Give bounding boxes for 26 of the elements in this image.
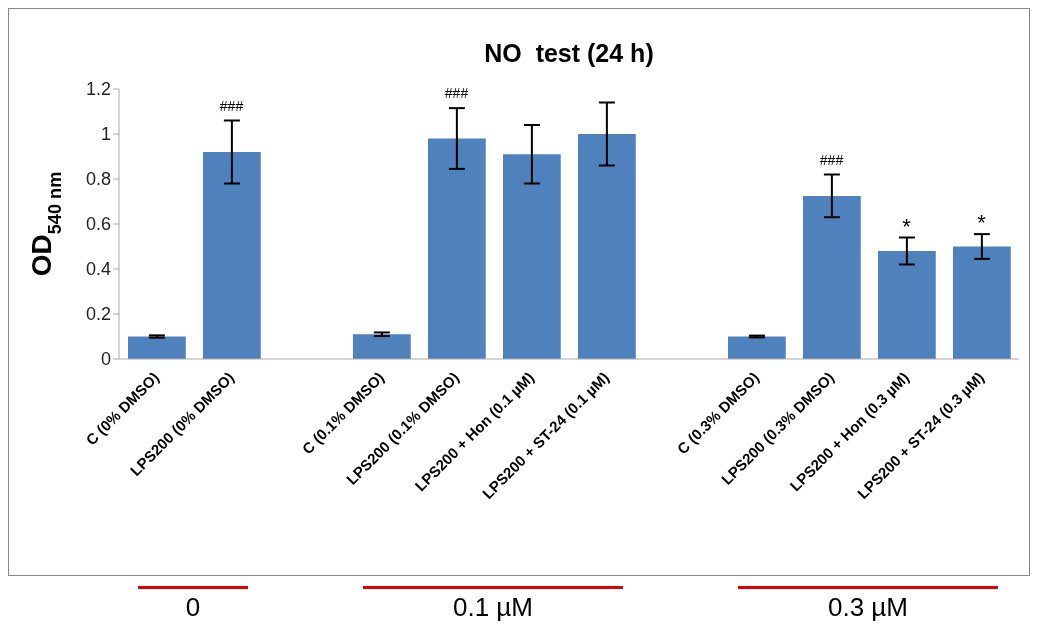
bar <box>953 246 1011 359</box>
y-tick-label: 0.2 <box>85 304 111 325</box>
data-label: ### <box>819 151 844 168</box>
data-label: * <box>902 213 912 239</box>
bar <box>878 251 936 359</box>
y-tick-label: 0.4 <box>85 259 111 280</box>
bar <box>203 152 261 359</box>
data-label: ### <box>219 97 244 114</box>
bar <box>428 138 486 359</box>
data-label: * <box>977 210 987 236</box>
bar <box>128 336 186 359</box>
bar <box>503 154 561 359</box>
bar <box>728 336 786 359</box>
chart-title: NO test (24 h) <box>483 39 655 68</box>
text: 0.3 µM <box>827 592 909 623</box>
y-tick-label: 0.6 <box>85 214 111 235</box>
bar <box>353 334 411 359</box>
data-label: ### <box>444 85 469 102</box>
y-tick-label: 0 <box>100 349 111 370</box>
text: 0 <box>184 592 202 623</box>
y-tick-label: 0.8 <box>85 169 111 190</box>
bar <box>578 134 636 359</box>
bar <box>803 195 861 359</box>
y-tick-label: 1 <box>100 124 111 145</box>
y-tick-label: 1.2 <box>85 79 111 100</box>
text: 0.1 µM <box>452 592 534 623</box>
